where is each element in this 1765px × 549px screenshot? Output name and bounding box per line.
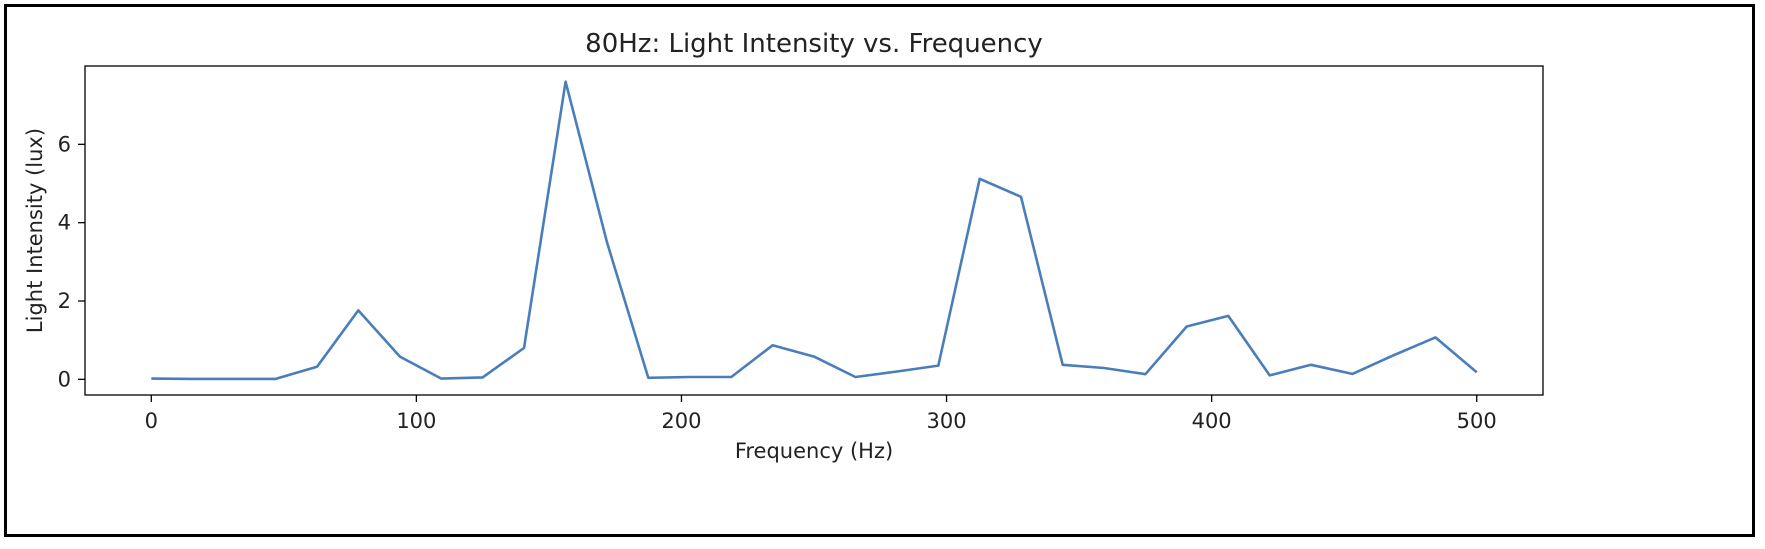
plot-area [84, 65, 1544, 396]
chart-title: 80Hz: Light Intensity vs. Frequency [585, 29, 1043, 59]
y-axis: 0 2 4 6 [58, 132, 85, 391]
y-tick-label: 6 [58, 132, 71, 156]
x-tick-label: 0 [145, 409, 158, 433]
x-tick-label: 100 [396, 409, 436, 433]
x-axis: 0 100 200 300 400 500 [145, 395, 1497, 433]
x-tick-label: 500 [1457, 409, 1497, 433]
x-axis-label: Frequency (Hz) [735, 439, 893, 463]
x-tick-label: 400 [1192, 409, 1232, 433]
y-axis-label: Light Intensity (lux) [23, 128, 47, 333]
y-tick-label: 0 [58, 367, 71, 391]
x-tick-label: 200 [661, 409, 701, 433]
x-tick-label: 300 [926, 409, 966, 433]
y-tick-label: 4 [58, 211, 71, 235]
y-tick-label: 2 [58, 289, 71, 313]
series-line [151, 80, 1478, 381]
